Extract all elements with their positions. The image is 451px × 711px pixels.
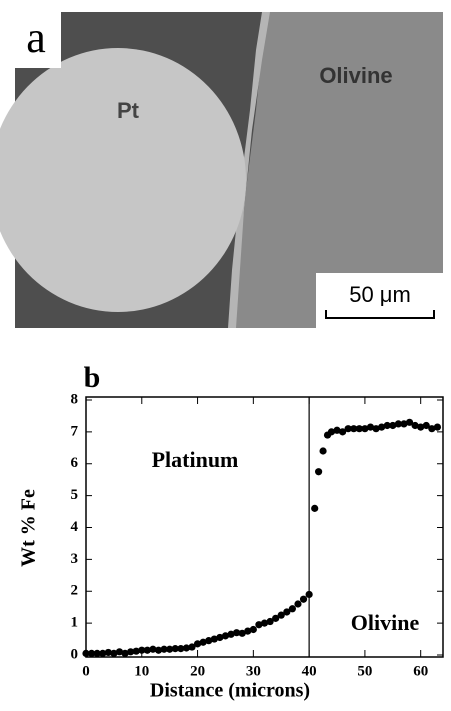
- y-axis-label: Wt % Fe: [18, 489, 40, 567]
- data-point: [361, 425, 369, 433]
- data-point: [160, 645, 168, 653]
- grain-boundary: [228, 12, 270, 328]
- y-tick-label: 2: [71, 583, 79, 599]
- data-point: [372, 425, 380, 433]
- y-tick-label: 4: [71, 519, 79, 535]
- data-point: [311, 504, 319, 512]
- data-point: [266, 617, 274, 626]
- data-point: [227, 630, 235, 638]
- x-tick-label: 20: [190, 663, 205, 679]
- data-point: [350, 425, 358, 433]
- data-point: [216, 633, 224, 642]
- data-point: [283, 608, 291, 616]
- data-point: [199, 638, 207, 646]
- data-point: [417, 423, 425, 431]
- data-point: [182, 644, 191, 652]
- data-point: [82, 649, 90, 658]
- data-point: [188, 643, 196, 651]
- x-tick-label: 50: [357, 663, 372, 679]
- data-point: [338, 428, 347, 436]
- panel-label: a: [26, 13, 46, 62]
- phase-label: Pt: [117, 98, 140, 123]
- data-point: [428, 425, 436, 433]
- data-point: [210, 635, 218, 643]
- data-point: [355, 425, 363, 433]
- data-point: [143, 646, 151, 654]
- data-point: [378, 423, 386, 431]
- data-point: [221, 632, 230, 640]
- scale-label: 50 μm: [349, 282, 411, 307]
- y-tick-label: 3: [71, 551, 79, 567]
- data-point: [255, 621, 263, 629]
- data-point: [389, 421, 397, 430]
- y-tick-label: 5: [71, 487, 79, 503]
- label-box: [15, 12, 61, 68]
- data-point: [394, 420, 402, 428]
- x-axis-label: Distance (microns): [150, 680, 310, 702]
- annotation: Olivine: [351, 610, 420, 635]
- x-tick-label: 30: [246, 663, 261, 679]
- data-point: [344, 425, 352, 433]
- data-point: [249, 625, 257, 634]
- data-point: [233, 629, 241, 637]
- data-point: [238, 629, 246, 637]
- y-tick-label: 1: [71, 615, 79, 631]
- y-tick-label: 0: [71, 646, 79, 662]
- data-point: [166, 645, 174, 653]
- data-point: [333, 426, 341, 434]
- data-point: [138, 646, 146, 654]
- data-point: [366, 423, 375, 431]
- data-point: [205, 637, 213, 645]
- data-point: [244, 627, 252, 635]
- data-point: [422, 421, 430, 430]
- annotation: Platinum: [152, 447, 239, 472]
- data-point: [433, 423, 442, 431]
- data-point: [327, 428, 336, 436]
- data-point: [115, 648, 124, 656]
- data-point: [104, 648, 112, 657]
- x-tick-label: 60: [413, 663, 428, 679]
- x-tick-label: 0: [82, 663, 90, 679]
- data-point: [99, 649, 107, 658]
- data-point: [272, 614, 280, 622]
- pt-grain: [0, 48, 246, 312]
- y-tick-label: 6: [71, 455, 79, 471]
- data-point: [277, 611, 285, 619]
- x-tick-label: 40: [302, 663, 317, 679]
- data-point: [177, 645, 185, 653]
- panel-label: b: [84, 361, 101, 394]
- micrograph: a Pt Olivine 50 μm: [0, 12, 443, 328]
- data-point: [400, 420, 408, 428]
- data-point: [149, 645, 157, 653]
- data-point: [93, 649, 101, 658]
- phase-label: Olivine: [319, 63, 392, 88]
- data-point: [319, 447, 327, 455]
- data-point: [154, 646, 163, 654]
- x-tick-label: 10: [134, 663, 149, 679]
- data-point: [110, 649, 118, 658]
- data-point: [315, 468, 323, 476]
- scale-bar: [325, 310, 435, 319]
- data-point: [288, 605, 296, 613]
- data-point: [193, 640, 202, 648]
- data-point: [411, 421, 419, 430]
- data-point: [260, 619, 269, 627]
- data-point: [132, 647, 140, 655]
- data-point: [87, 649, 96, 658]
- data-point: [127, 648, 135, 656]
- data-point: [305, 590, 313, 599]
- y-tick-label: 7: [71, 423, 79, 439]
- data-point: [121, 649, 129, 658]
- data-point: [299, 595, 308, 603]
- y-tick-label: 8: [71, 391, 79, 407]
- data-point: [405, 418, 414, 426]
- data-point: [171, 645, 179, 653]
- data-point: [383, 421, 391, 430]
- olivine-region: [232, 12, 443, 328]
- data-point: [294, 600, 302, 608]
